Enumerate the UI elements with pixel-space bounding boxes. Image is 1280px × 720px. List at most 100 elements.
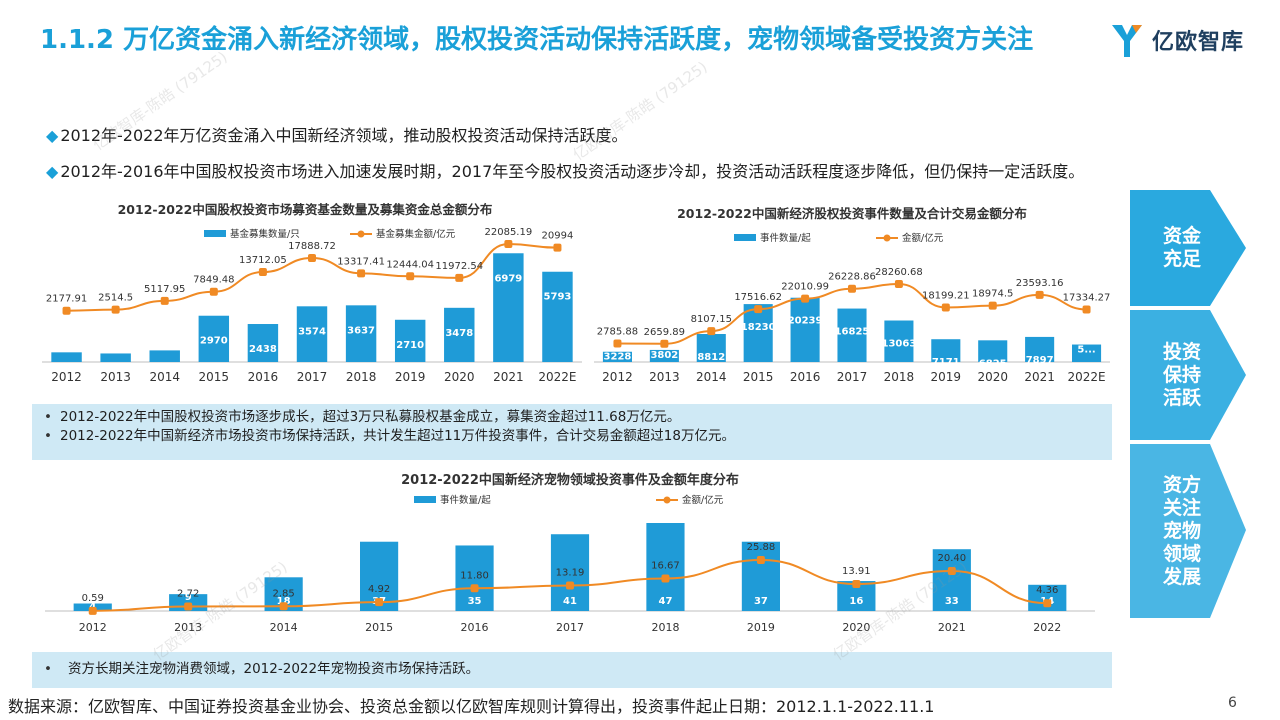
line-point bbox=[660, 339, 669, 348]
line-label: 2.72 bbox=[177, 589, 199, 600]
line-label: 4.92 bbox=[368, 584, 390, 595]
bar bbox=[932, 549, 971, 611]
x-tick-label: 2018 bbox=[884, 370, 915, 384]
x-tick-label: 2016 bbox=[461, 621, 489, 634]
x-tick-label: 2013 bbox=[649, 370, 680, 384]
line-label: 0.59 bbox=[82, 593, 104, 604]
bar-label: 20239 bbox=[788, 316, 823, 327]
bar bbox=[743, 304, 773, 362]
legend-line-marker bbox=[663, 496, 671, 504]
line-point bbox=[848, 284, 856, 293]
logo-text: 亿欧智库 bbox=[1152, 30, 1245, 55]
x-tick-label: 2022 bbox=[1033, 621, 1061, 634]
line-label: 5117.95 bbox=[144, 284, 185, 295]
x-tick-label: 2021 bbox=[1024, 370, 1055, 384]
bar bbox=[542, 271, 573, 362]
bar-label: 18230 bbox=[741, 322, 776, 333]
line-point bbox=[406, 272, 415, 281]
x-tick-label: 2014 bbox=[149, 370, 180, 384]
bar bbox=[978, 340, 1008, 362]
line-point bbox=[470, 584, 479, 593]
line-point bbox=[756, 556, 765, 564]
line-label: 13.91 bbox=[842, 566, 871, 577]
line-label: 17888.72 bbox=[288, 241, 336, 252]
line-point bbox=[707, 327, 716, 336]
bar bbox=[1025, 336, 1055, 362]
x-tick-label: 2016 bbox=[790, 370, 821, 384]
x-tick-label: 2017 bbox=[837, 370, 868, 384]
line-point bbox=[455, 273, 464, 282]
x-tick-label: 2020 bbox=[842, 621, 870, 634]
x-tick-label: 2013 bbox=[174, 621, 202, 634]
x-tick-label: 2018 bbox=[346, 370, 377, 384]
bar-label: 47 bbox=[658, 596, 672, 607]
line-label: 4.36 bbox=[1036, 585, 1058, 596]
x-tick-label: 2012 bbox=[602, 370, 633, 384]
line-label: 11.80 bbox=[460, 570, 489, 581]
legend-bar-swatch bbox=[204, 230, 226, 237]
legend-label: 事件数量/起 bbox=[760, 232, 811, 244]
x-tick-label: 2021 bbox=[493, 370, 524, 384]
bar bbox=[198, 315, 230, 362]
x-tick-label: 2012 bbox=[79, 621, 107, 634]
line-label: 26228.86 bbox=[828, 272, 876, 283]
bar bbox=[247, 324, 279, 362]
line-point bbox=[754, 305, 763, 314]
line-series bbox=[92, 558, 1048, 612]
line-series bbox=[66, 242, 558, 312]
line-label: 7849.48 bbox=[193, 275, 234, 286]
bar bbox=[741, 541, 780, 611]
intro-bullets: ◆ 2012年-2022年万亿资金涌入中国新经济领域，推动股权投资活动保持活跃度。… bbox=[46, 118, 1084, 190]
line-point bbox=[111, 305, 120, 314]
chart-title: 2012-2022中国新经济宠物领域投资事件及金额年度分布 bbox=[401, 472, 739, 488]
bullet-item: ◆ 2012年-2022年万亿资金涌入中国新经济领域，推动股权投资活动保持活跃度。 bbox=[46, 118, 1084, 154]
bar bbox=[837, 308, 867, 362]
bar bbox=[345, 305, 377, 362]
note-line: • 2012-2022年中国股权投资市场逐步成长，超过3万只私募股权基金成立，募集… bbox=[44, 409, 681, 425]
x-tick-label: 2017 bbox=[556, 621, 584, 634]
line-label: 2514.5 bbox=[98, 293, 133, 304]
legend-line-marker bbox=[357, 230, 365, 238]
line-point bbox=[62, 306, 71, 315]
line-point bbox=[988, 301, 997, 310]
x-tick-label: 2020 bbox=[977, 370, 1008, 384]
bullet-text: 2012年-2016年中国股权投资市场进入加速发展时期，2017年至今股权投资活… bbox=[60, 162, 1085, 181]
bar-label: 621 bbox=[56, 340, 77, 351]
line-point bbox=[209, 287, 218, 296]
chart-title: 2012-2022中国新经济股权投资事件数量及合计交易金额分布 bbox=[677, 206, 1027, 221]
bar-label: 9 bbox=[185, 592, 192, 603]
x-tick-label: 2020 bbox=[444, 370, 475, 384]
line-label: 2659.89 bbox=[644, 327, 685, 338]
line-label: 23593.16 bbox=[1016, 278, 1064, 289]
x-tick-label: 2015 bbox=[365, 621, 393, 634]
x-tick-label: 2022E bbox=[538, 370, 576, 384]
bar bbox=[550, 534, 590, 611]
x-tick-label: 2017 bbox=[297, 370, 328, 384]
bullet-item: ◆ 2012年-2016年中国股权投资市场进入加速发展时期，2017年至今股权投资… bbox=[46, 154, 1084, 190]
x-tick-label: 2019 bbox=[395, 370, 426, 384]
note-line: • 2012-2022年中国新经济市场投资市场保持活跃，共计发生超过11万件投资事… bbox=[44, 428, 735, 444]
line-point bbox=[504, 240, 513, 248]
side-label-text: 投资 保持 活跃 bbox=[1162, 340, 1201, 409]
bar-label: 6979 bbox=[494, 273, 522, 284]
bar-label: 3637 bbox=[347, 325, 375, 336]
x-tick-label: 2014 bbox=[696, 370, 727, 384]
x-tick-label: 2015 bbox=[199, 370, 230, 384]
side-chevron-1 bbox=[1130, 190, 1246, 306]
line-label: 2785.88 bbox=[597, 326, 638, 337]
bar-label: 2970 bbox=[200, 336, 228, 347]
legend-bar-swatch bbox=[414, 496, 436, 503]
note-text: 2012-2022年中国新经济市场投资市场保持活跃，共计发生超过11万件投资事件… bbox=[60, 428, 735, 444]
side-label-3: 资方 关注 宠物 领域 发展 bbox=[1130, 444, 1246, 618]
x-tick-label: 2021 bbox=[938, 621, 966, 634]
side-label-2: 投资 保持 活跃 bbox=[1130, 310, 1246, 440]
line-label: 22010.99 bbox=[781, 282, 829, 293]
page-number: 6 bbox=[1228, 695, 1237, 711]
line-label: 11972.54 bbox=[435, 261, 483, 272]
side-label-1: 资金 充足 bbox=[1130, 190, 1246, 306]
line-label: 13712.05 bbox=[239, 255, 287, 266]
bar bbox=[649, 349, 679, 362]
line-point bbox=[566, 581, 574, 590]
pet-investment-chart: 2012-2022中国新经济宠物领域投资事件及金额年度分布 事件数量/起 金额/亿元… bbox=[40, 464, 1120, 644]
